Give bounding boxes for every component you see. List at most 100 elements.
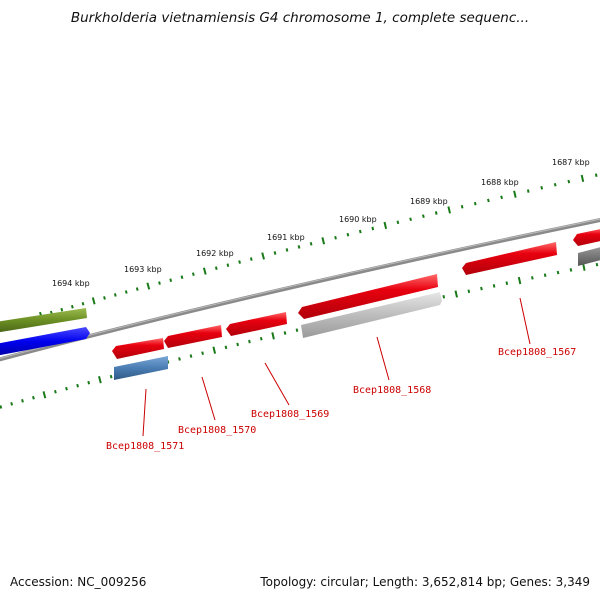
minor-tick	[500, 195, 503, 200]
minor-tick	[285, 248, 289, 252]
gene-olive[interactable]	[0, 308, 87, 333]
minor-tick	[295, 328, 299, 332]
label-bcep1808-1569[interactable]: Bcep1808_1569	[251, 409, 329, 420]
minor-tick	[505, 281, 509, 285]
minor-tick	[409, 217, 412, 222]
minor-tick	[543, 273, 547, 278]
minor-tick	[334, 235, 337, 240]
minor-tick	[526, 189, 530, 193]
gene-blue[interactable]	[0, 327, 90, 356]
minor-tick	[396, 220, 400, 225]
minor-tick	[346, 232, 350, 237]
minor-tick	[87, 380, 91, 385]
scale-label-1688: 1688 kbp	[481, 178, 519, 187]
scale-label-1691: 1691 kbp	[267, 233, 305, 242]
scale-label-1693: 1693 kbp	[124, 265, 162, 274]
gene-bcep1808-1567[interactable]	[462, 242, 557, 275]
minor-tick	[113, 293, 117, 297]
minor-tick	[226, 263, 230, 267]
major-tick	[383, 221, 388, 230]
major-tick	[91, 297, 96, 305]
minor-tick	[249, 257, 253, 261]
minor-tick	[422, 214, 425, 218]
scale-label-1694: 1694 kbp	[52, 279, 90, 288]
minor-tick	[297, 245, 301, 249]
minor-tick	[358, 229, 362, 234]
minor-tick	[371, 226, 375, 231]
label-bcep1808-1571[interactable]: Bcep1808_1571	[106, 441, 184, 452]
major-tick	[146, 282, 151, 290]
minor-tick	[434, 211, 438, 215]
major-tick	[212, 346, 217, 354]
minor-tick	[60, 307, 64, 312]
minor-tick	[124, 290, 128, 294]
gene-bcep1808-1568[interactable]	[298, 274, 438, 319]
major-tick	[202, 267, 207, 275]
minor-tick	[158, 281, 161, 285]
gene-steelblue[interactable]	[114, 356, 168, 380]
gene-grey-pseudo[interactable]	[301, 292, 442, 338]
major-tick	[261, 252, 265, 260]
minor-tick	[569, 268, 573, 272]
label-leaders	[142, 297, 531, 437]
minor-tick	[556, 270, 560, 275]
scale-label-1690: 1690 kbp	[339, 215, 377, 224]
gene-bcep1808-1571[interactable]	[112, 338, 164, 359]
minor-tick	[594, 173, 598, 177]
minor-tick	[259, 336, 263, 341]
minor-tick	[109, 374, 113, 379]
gene-bcep1808-1569[interactable]	[226, 312, 287, 336]
gene-bcep1808-1570[interactable]	[164, 325, 222, 348]
minor-tick	[236, 342, 239, 347]
major-tick	[582, 263, 586, 271]
reverse-strand-genes	[114, 246, 600, 380]
major-tick	[513, 190, 517, 198]
minor-tick	[189, 354, 193, 358]
major-tick	[454, 290, 458, 298]
minor-tick	[214, 266, 218, 270]
major-tick	[517, 276, 522, 285]
minor-tick	[32, 395, 35, 400]
minor-tick	[54, 389, 57, 394]
minor-tick	[283, 331, 287, 335]
major-tick	[580, 174, 585, 183]
minor-tick	[201, 351, 204, 355]
minor-tick	[492, 284, 496, 288]
scale-labels: 1687 kbp 1688 kbp 1689 kbp 1690 kbp 1691…	[52, 158, 590, 288]
minor-tick	[169, 278, 173, 282]
minor-tick	[65, 386, 68, 391]
major-tick	[42, 391, 47, 399]
map-title: Burkholderia vietnamiensis G4 chromosome…	[70, 10, 530, 26]
minor-tick	[180, 275, 184, 279]
minor-tick	[467, 289, 471, 294]
minor-tick	[553, 182, 557, 187]
major-tick	[447, 206, 451, 214]
minor-tick	[460, 204, 464, 209]
minor-tick	[567, 179, 571, 184]
minor-tick	[238, 260, 241, 264]
minor-tick	[309, 242, 313, 246]
minor-tick	[248, 339, 251, 344]
minor-tick	[135, 287, 139, 291]
minor-tick	[224, 345, 228, 350]
minor-tick	[103, 296, 106, 300]
gene-right-red[interactable]	[573, 228, 600, 246]
minor-tick	[10, 402, 14, 406]
major-tick	[321, 237, 326, 245]
minor-tick	[442, 294, 446, 299]
minor-tick	[595, 262, 599, 267]
forward-strand-genes	[0, 228, 600, 359]
minor-tick	[480, 286, 483, 291]
minor-tick	[76, 383, 79, 388]
minor-tick	[540, 186, 544, 190]
minor-tick	[487, 198, 490, 203]
gene-dark-grey[interactable]	[578, 246, 600, 266]
gene-labels: Bcep1808_1567 Bcep1808_1568 Bcep1808_156…	[106, 347, 576, 452]
major-tick	[271, 332, 275, 340]
label-bcep1808-1567[interactable]: Bcep1808_1567	[498, 347, 576, 358]
label-bcep1808-1568[interactable]: Bcep1808_1568	[353, 385, 431, 396]
major-tick	[98, 376, 102, 384]
minor-tick	[21, 399, 24, 403]
label-bcep1808-1570[interactable]: Bcep1808_1570	[178, 425, 256, 436]
